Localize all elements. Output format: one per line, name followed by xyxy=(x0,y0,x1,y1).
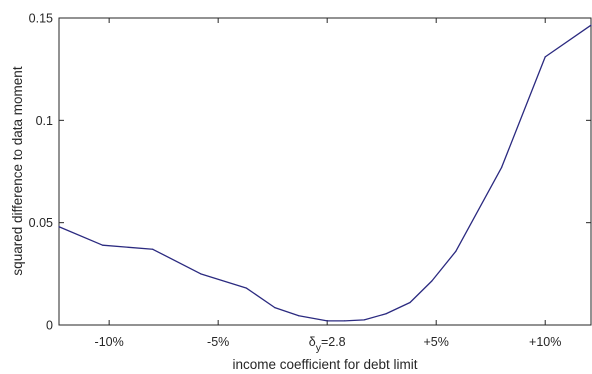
data-point xyxy=(152,248,154,250)
series-layer xyxy=(58,24,592,322)
data-point xyxy=(200,273,202,275)
data-point xyxy=(590,24,592,26)
x-tick-label: -5% xyxy=(207,335,229,349)
x-tick-label: -10% xyxy=(95,335,124,349)
data-point xyxy=(245,287,248,289)
data-point xyxy=(102,244,104,246)
data-point xyxy=(274,307,276,309)
x-axis-title: income coefficient for debt limit xyxy=(232,357,417,372)
data-point xyxy=(58,226,60,228)
data-point xyxy=(544,56,546,58)
data-point xyxy=(455,250,457,252)
x-axis: -10% -5% δy=2.8 +5% +10% xyxy=(95,18,561,354)
x-tick-label: δy=2.8 xyxy=(309,335,346,354)
data-point xyxy=(431,280,433,282)
y-tick-label: 0 xyxy=(46,319,53,333)
x-tick-label: +5% xyxy=(424,335,449,349)
data-point xyxy=(501,166,503,169)
data-point xyxy=(298,315,300,317)
data-point xyxy=(344,320,346,322)
y-tick-label: 0.1 xyxy=(36,114,53,128)
y-tick-label: 0.15 xyxy=(29,12,53,26)
y-axis-title: squared difference to data moment xyxy=(10,66,25,275)
data-point xyxy=(363,319,365,321)
data-point xyxy=(409,301,411,304)
data-point xyxy=(326,320,328,322)
y-tick-label: 0.05 xyxy=(29,216,53,230)
data-point xyxy=(385,313,387,315)
y-axis: 0 0.05 0.1 0.15 xyxy=(29,12,591,333)
plot-area xyxy=(58,17,592,326)
x-tick-label: +10% xyxy=(529,335,561,349)
